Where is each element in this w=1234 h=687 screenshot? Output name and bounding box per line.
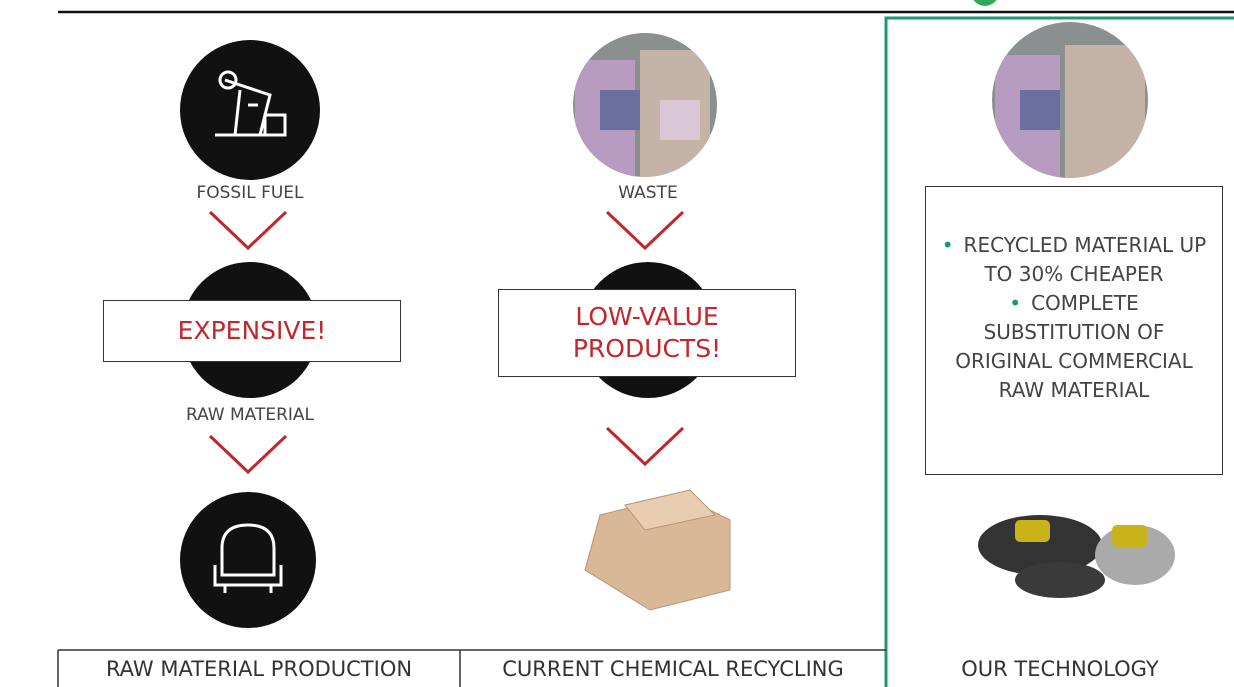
callout: EXPENSIVE! bbox=[103, 300, 401, 362]
column-footer: CURRENT CHEMICAL RECYCLING bbox=[460, 650, 886, 687]
bullet: COMPLETE SUBSTITUTION OF ORIGINAL COMMER… bbox=[955, 291, 1193, 402]
column-footer: OUR TECHNOLOGY bbox=[886, 650, 1234, 687]
bullet-box: •RECYCLED MATERIAL UP TO 30% CHEAPER •CO… bbox=[925, 186, 1223, 475]
step-label: FOSSIL FUEL bbox=[196, 183, 303, 203]
bullet: RECYCLED MATERIAL UP TO 30% CHEAPER bbox=[964, 233, 1207, 286]
column-footer: RAW MATERIAL PRODUCTION bbox=[58, 650, 460, 687]
slide: FOSSIL FUEL EXPENSIVE! RAW MATERIAL WAST… bbox=[0, 0, 1234, 687]
step-label: WASTE bbox=[618, 183, 677, 203]
step-label: RAW MATERIAL bbox=[186, 405, 314, 425]
callout: LOW-VALUE PRODUCTS! bbox=[498, 289, 796, 377]
